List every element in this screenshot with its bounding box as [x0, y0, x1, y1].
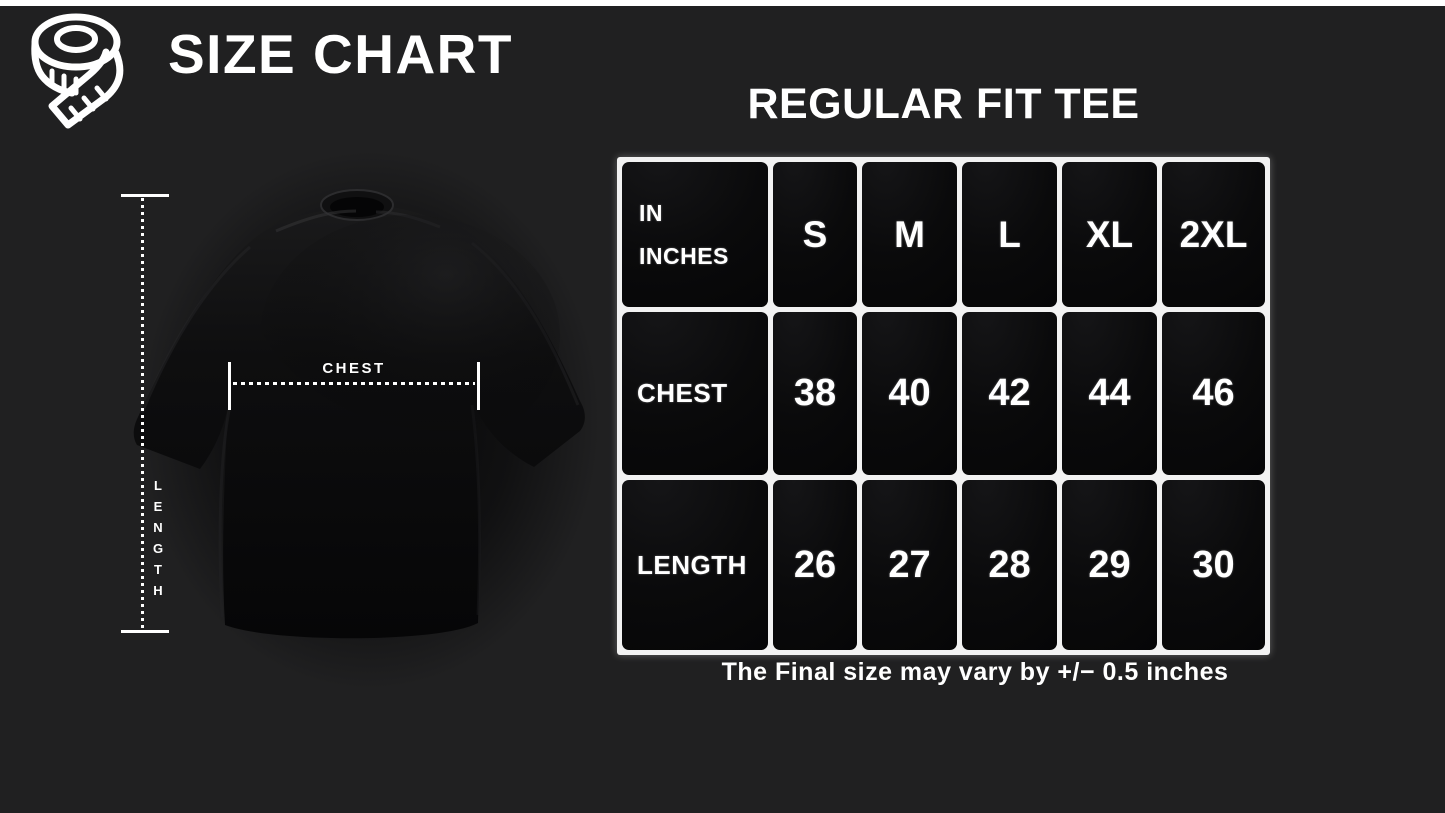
length-value-xl: 29	[1062, 480, 1157, 650]
length-letter: N	[153, 520, 163, 535]
column-header-l: L	[962, 162, 1057, 307]
column-header-s: S	[773, 162, 857, 307]
tshirt-collar-inner	[330, 197, 384, 217]
chest-label: CHEST	[322, 360, 386, 377]
length-dotted-line	[141, 198, 144, 630]
length-letter: E	[153, 499, 163, 514]
chest-value-xl: 44	[1062, 312, 1157, 475]
column-header-xl: XL	[1062, 162, 1157, 307]
unit-line-2: INCHES	[639, 242, 729, 269]
unit-line-1: IN	[639, 199, 663, 226]
length-letter: L	[154, 478, 162, 493]
measuring-tape-icon	[31, 13, 124, 129]
length-value-m: 27	[862, 480, 957, 650]
length-bottom-tick	[121, 630, 169, 633]
length-top-tick	[121, 194, 169, 197]
column-header-m: M	[862, 162, 957, 307]
length-value-2xl: 30	[1162, 480, 1265, 650]
chest-left-tick	[228, 362, 231, 410]
length-letter: G	[152, 541, 164, 556]
chest-value-l: 42	[962, 312, 1057, 475]
length-value-s: 26	[773, 480, 857, 650]
size-variance-note: The Final size may vary by +/− 0.5 inche…	[721, 658, 1229, 686]
page-title: SIZE CHART	[168, 23, 513, 85]
chest-value-s: 38	[773, 312, 857, 475]
row-label-chest: CHEST	[622, 312, 768, 475]
table-unit-cell: IN INCHES	[622, 162, 768, 307]
size-table: IN INCHES S M L XL 2XL CHEST 38 40 42 44…	[617, 157, 1270, 655]
column-header-2xl: 2XL	[1162, 162, 1265, 307]
top-border-strip	[0, 0, 1445, 6]
length-letter: T	[154, 562, 162, 577]
row-label-length: LENGTH	[622, 480, 768, 650]
chest-dotted-line	[233, 382, 475, 385]
chest-value-m: 40	[862, 312, 957, 475]
length-label: L E N G T H	[147, 478, 169, 598]
chest-value-2xl: 46	[1162, 312, 1265, 475]
product-fit-heading: REGULAR FIT TEE	[747, 80, 1140, 128]
chest-right-tick	[477, 362, 480, 410]
tshirt-illustration	[133, 189, 585, 639]
length-letter: H	[153, 583, 163, 598]
length-value-l: 28	[962, 480, 1057, 650]
